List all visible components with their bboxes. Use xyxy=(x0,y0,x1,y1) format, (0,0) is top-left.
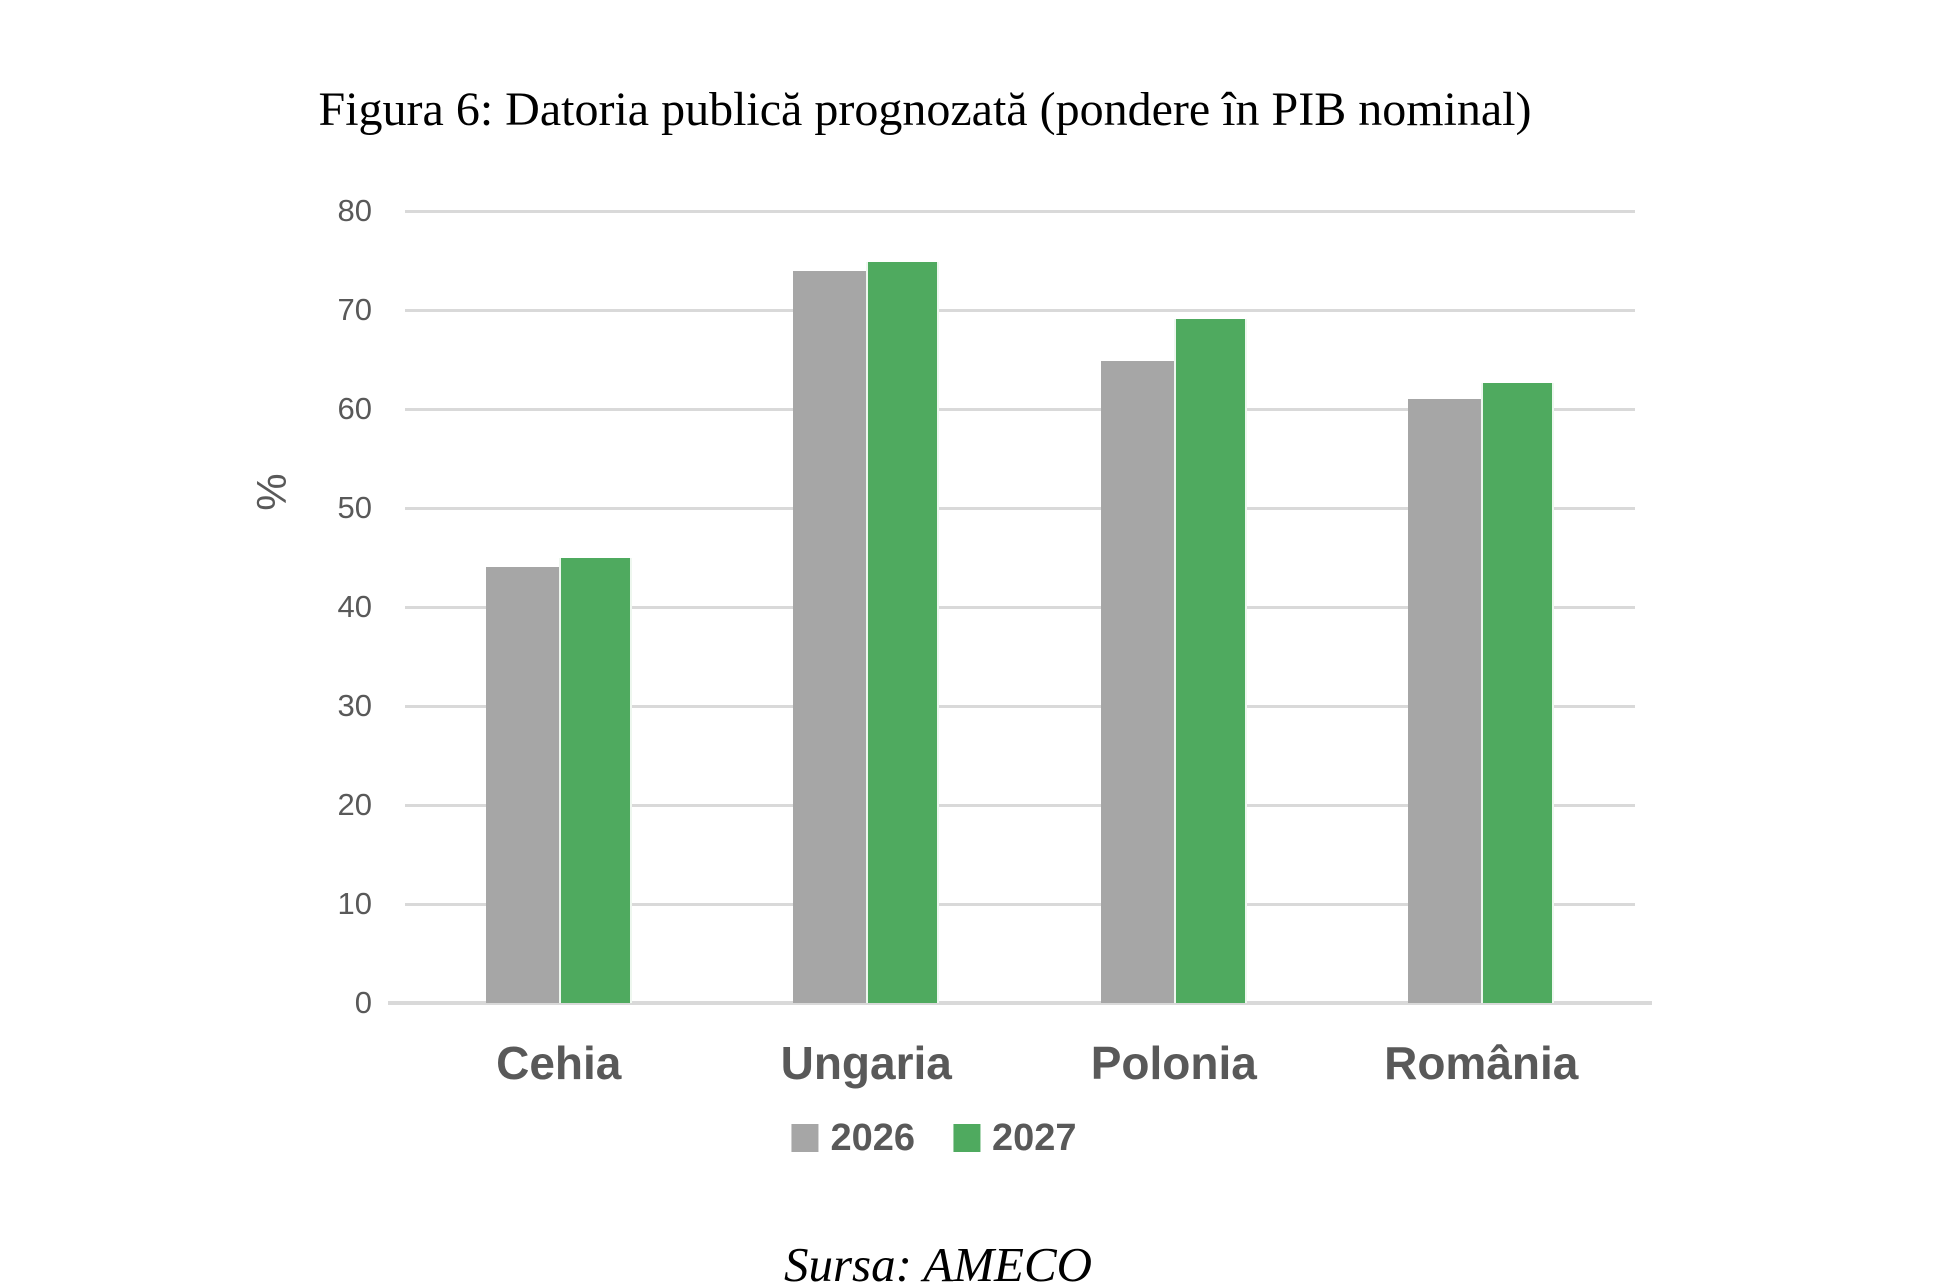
source-note: Sursa: AMECO xyxy=(783,1237,1093,1286)
bar-românia-2026 xyxy=(1408,399,1482,1003)
bar-ungaria-2026 xyxy=(793,271,867,1003)
bar-românia-2027 xyxy=(1481,383,1555,1003)
legend-label-2027: 2027 xyxy=(992,1117,1077,1159)
chart-title: Figura 6: Datoria publică prognozată (po… xyxy=(318,83,1532,136)
gridline xyxy=(405,803,1635,807)
gridline xyxy=(405,605,1635,609)
y-tick-label: 70 xyxy=(337,292,372,327)
bar-cehia-2026 xyxy=(485,567,559,1003)
y-tick-label: 40 xyxy=(337,589,372,624)
bar-ungaria-2027 xyxy=(866,262,940,1003)
legend-item-2027: 2027 xyxy=(953,1118,1077,1158)
y-tick-label: 60 xyxy=(337,391,372,426)
x-axis-label-cehia: Cehia xyxy=(496,1037,622,1089)
legend-item-2026: 2026 xyxy=(791,1118,915,1158)
x-axis-label-românia: România xyxy=(1384,1037,1579,1089)
y-tick-label: 30 xyxy=(337,688,372,723)
bar-cehia-2027 xyxy=(558,557,632,1003)
gridline xyxy=(405,407,1635,411)
plot-area xyxy=(405,209,1635,1003)
legend-label-2026: 2026 xyxy=(830,1117,915,1159)
bar-polonia-2027 xyxy=(1173,318,1247,1003)
x-axis-label-ungaria: Ungaria xyxy=(780,1037,952,1089)
y-tick-label: 0 xyxy=(354,985,372,1020)
legend: 2026 2027 xyxy=(791,1118,1077,1158)
gridline xyxy=(405,902,1635,906)
y-tick-label: 80 xyxy=(337,193,372,228)
x-axis-line xyxy=(388,1001,1652,1005)
bar-polonia-2026 xyxy=(1100,360,1174,1003)
gridline xyxy=(405,506,1635,510)
legend-swatch-2026 xyxy=(791,1124,819,1152)
y-tick-label: 20 xyxy=(337,787,372,822)
gridline xyxy=(405,308,1635,312)
y-tick-label: 50 xyxy=(337,490,372,525)
gridline xyxy=(405,704,1635,708)
legend-swatch-2027 xyxy=(953,1124,980,1152)
y-tick-label: 10 xyxy=(337,886,372,921)
x-axis-label-polonia: Polonia xyxy=(1090,1037,1257,1089)
gridline xyxy=(405,209,1635,213)
